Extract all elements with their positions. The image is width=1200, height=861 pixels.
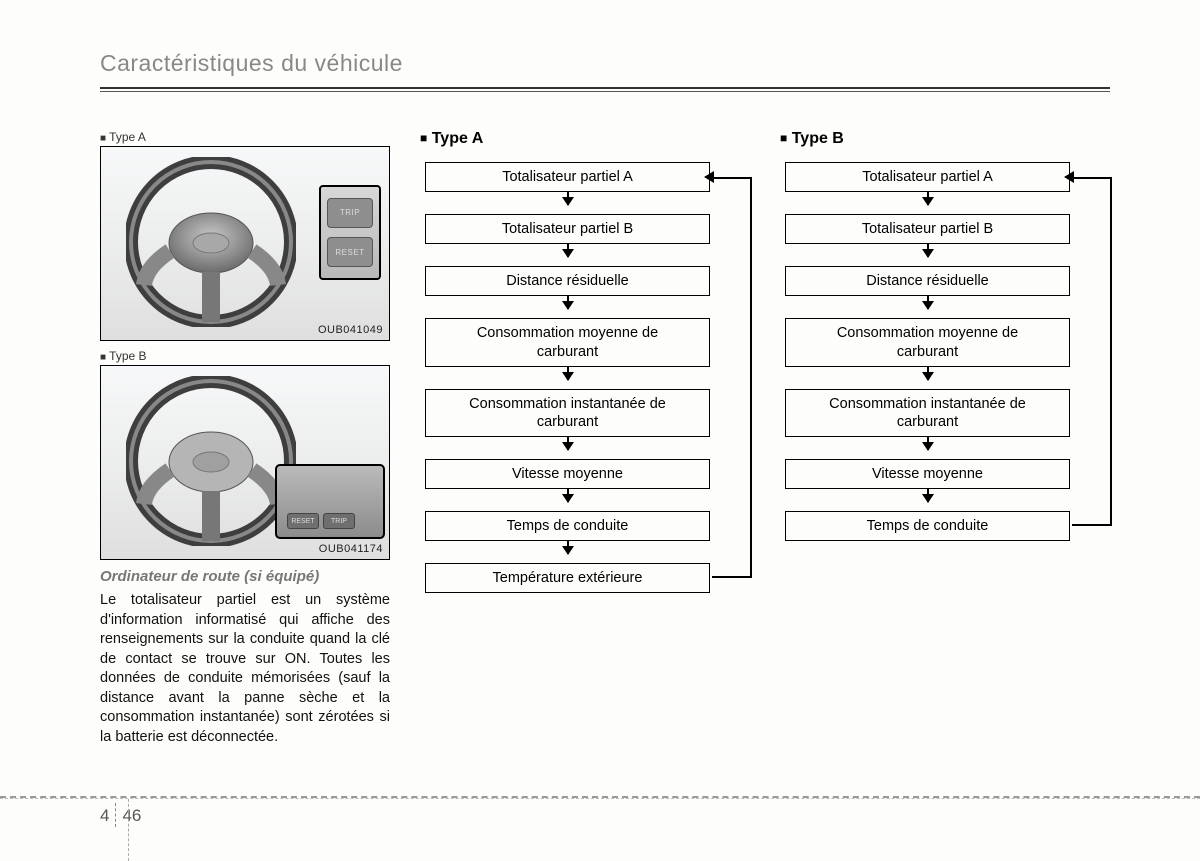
page-number-value: 46 bbox=[122, 806, 141, 825]
arrow-down-icon bbox=[425, 296, 710, 318]
arrow-down-icon bbox=[785, 437, 1070, 459]
arrow-down-icon bbox=[425, 489, 710, 511]
flow-title-a-text: Type A bbox=[432, 130, 484, 147]
flow-box: Vitesse moyenne bbox=[425, 459, 710, 489]
subheading: Ordinateur de route (si équipé) bbox=[100, 568, 390, 585]
arrow-down-icon bbox=[425, 541, 710, 563]
arrow-down-icon bbox=[785, 367, 1070, 389]
figure-code-a: OUB041049 bbox=[318, 324, 383, 336]
trip-button[interactable]: TRIP bbox=[327, 198, 373, 228]
flow-box: Temps de conduite bbox=[785, 511, 1070, 541]
figure-code-b: OUB041174 bbox=[319, 543, 383, 555]
arrow-down-icon bbox=[785, 296, 1070, 318]
figure-label-a-text: Type A bbox=[109, 130, 146, 144]
feedback-line-b bbox=[1072, 177, 1112, 526]
reset-button[interactable]: RESET bbox=[327, 237, 373, 267]
flow-box: Totalisateur partiel A bbox=[425, 162, 710, 192]
flow-box: Vitesse moyenne bbox=[785, 459, 1070, 489]
figure-label-b-text: Type B bbox=[109, 349, 146, 363]
steering-wheel-icon bbox=[126, 157, 296, 327]
body-paragraph: Le totalisateur partiel est un système d… bbox=[100, 591, 390, 748]
flow-box: Totalisateur partiel B bbox=[425, 214, 710, 244]
flow-box: Consommation instantanée de carburant bbox=[785, 389, 1070, 437]
flow-title-a: ■ Type A bbox=[420, 130, 750, 148]
arrow-down-icon bbox=[425, 192, 710, 214]
arrow-down-icon bbox=[785, 192, 1070, 214]
chapter-number: 4 bbox=[100, 806, 109, 825]
flow-title-b: ■ Type B bbox=[780, 130, 1110, 148]
page-number: 4 46 bbox=[100, 803, 141, 827]
steering-wheel-icon bbox=[126, 376, 296, 546]
flow-box: Temps de conduite bbox=[425, 511, 710, 541]
feedback-line-a bbox=[712, 177, 752, 578]
flow-box: Consommation moyenne de carburant bbox=[785, 318, 1070, 366]
header-rule bbox=[100, 87, 1110, 92]
arrow-down-icon bbox=[785, 489, 1070, 511]
inset-buttons-a: TRIP RESET bbox=[319, 185, 381, 280]
left-column: ■ Type A TRIP bbox=[100, 130, 390, 748]
reset-button[interactable]: RESET bbox=[287, 513, 319, 529]
flow-box: Totalisateur partiel A bbox=[785, 162, 1070, 192]
trip-button[interactable]: TRIP bbox=[323, 513, 355, 529]
figure-label-b: ■ Type B bbox=[100, 349, 390, 363]
flow-box: Distance résiduelle bbox=[785, 266, 1070, 296]
figure-label-a: ■ Type A bbox=[100, 130, 390, 144]
flow-title-b-text: Type B bbox=[792, 130, 844, 147]
page: Caractéristiques du véhicule ■ Type A bbox=[0, 0, 1200, 748]
figure-type-b: RESET TRIP OUB041174 bbox=[100, 365, 390, 560]
flow-box: Consommation moyenne de carburant bbox=[425, 318, 710, 366]
footer-rule bbox=[0, 796, 1200, 799]
flow-column-b: ■ Type B Totalisateur partiel ATotalisat… bbox=[780, 130, 1110, 541]
flowchart-a: Totalisateur partiel A Totalisateur parti… bbox=[425, 162, 710, 593]
arrow-down-icon bbox=[425, 367, 710, 389]
flow-box: Température extérieure bbox=[425, 563, 710, 593]
content-columns: ■ Type A TRIP bbox=[100, 130, 1110, 748]
arrow-down-icon bbox=[425, 244, 710, 266]
figure-type-a: TRIP RESET OUB041049 bbox=[100, 146, 390, 341]
flowchart-b: Totalisateur partiel A Totalisateur parti… bbox=[785, 162, 1070, 541]
flow-box: Distance résiduelle bbox=[425, 266, 710, 296]
flow-column-a: ■ Type A Totalisateur partiel ATotalisat… bbox=[420, 130, 750, 593]
arrow-down-icon bbox=[785, 244, 1070, 266]
flow-box: Consommation instantanée de carburant bbox=[425, 389, 710, 437]
section-title: Caractéristiques du véhicule bbox=[100, 50, 1110, 83]
inset-buttons-b: RESET TRIP bbox=[275, 464, 385, 539]
vertical-rule bbox=[128, 799, 129, 861]
flow-box: Totalisateur partiel B bbox=[785, 214, 1070, 244]
arrow-down-icon bbox=[425, 437, 710, 459]
